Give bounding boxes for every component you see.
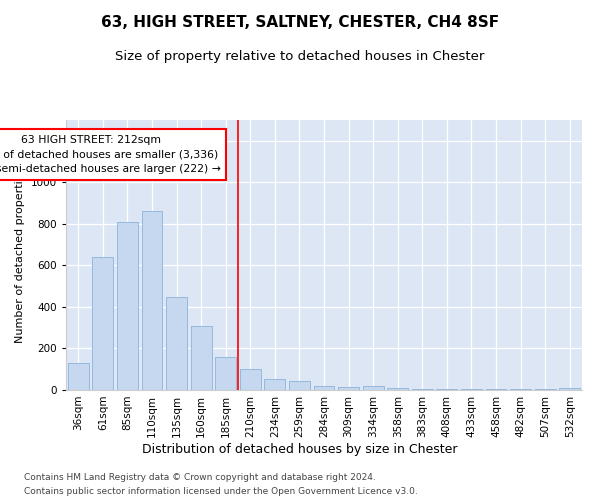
Bar [215,357,236,390]
Bar [559,388,580,390]
Text: Contains HM Land Registry data © Crown copyright and database right 2024.: Contains HM Land Registry data © Crown c… [24,472,376,482]
Bar [92,257,113,390]
Bar [338,387,359,390]
Y-axis label: Number of detached properties: Number of detached properties [15,168,25,342]
Bar [117,222,138,390]
Text: 63 HIGH STREET: 212sqm
← 94% of detached houses are smaller (3,336)
6% of semi-d: 63 HIGH STREET: 212sqm ← 94% of detached… [0,134,221,174]
Bar [191,326,212,390]
Bar [289,380,310,390]
Text: 63, HIGH STREET, SALTNEY, CHESTER, CH4 8SF: 63, HIGH STREET, SALTNEY, CHESTER, CH4 8… [101,15,499,30]
Bar [362,386,383,390]
Bar [485,389,506,390]
Bar [387,388,408,390]
Text: Size of property relative to detached houses in Chester: Size of property relative to detached ho… [115,50,485,63]
Bar [461,389,482,390]
Bar [142,212,163,390]
Bar [265,378,286,390]
Text: Contains public sector information licensed under the Open Government Licence v3: Contains public sector information licen… [24,488,418,496]
Bar [166,296,187,390]
Bar [68,363,89,390]
Bar [240,369,261,390]
Bar [412,389,433,390]
Text: Distribution of detached houses by size in Chester: Distribution of detached houses by size … [142,442,458,456]
Bar [436,389,457,390]
Bar [314,386,334,390]
